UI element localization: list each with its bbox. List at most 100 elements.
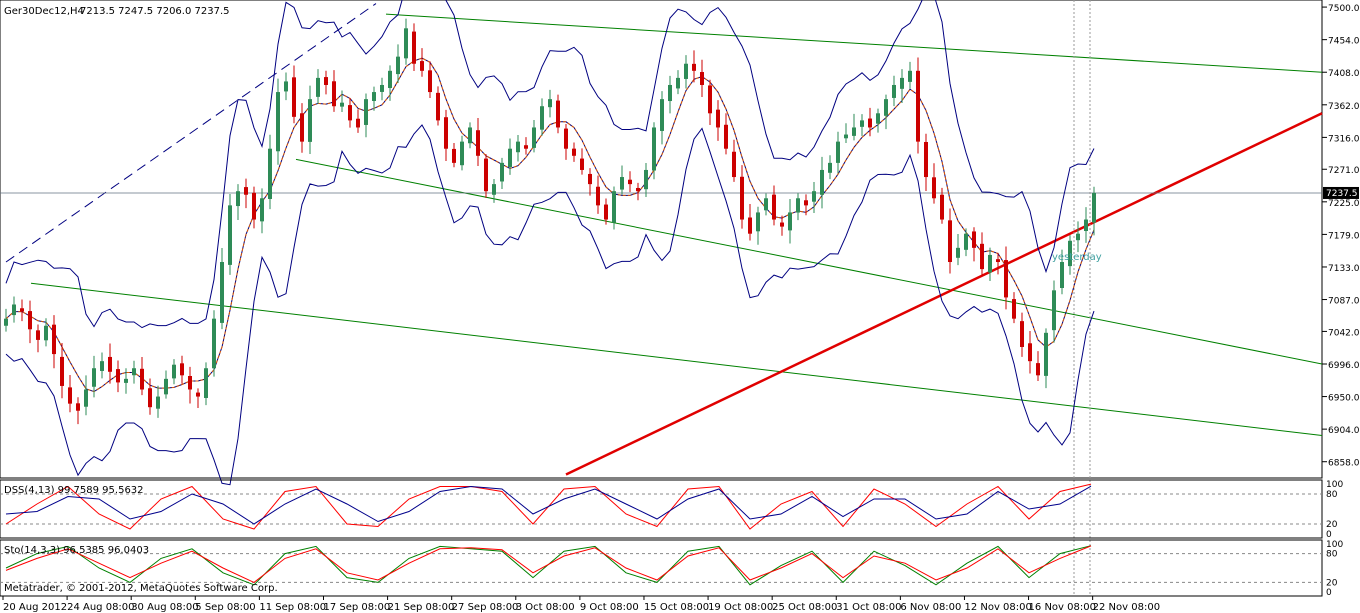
candle-body (964, 233, 968, 250)
osc-tick-label: 100 (1326, 480, 1343, 490)
dss-lines (5, 483, 1092, 530)
green-trendline-lower (30, 282, 1323, 437)
candle-body (140, 368, 144, 390)
candle-body (924, 141, 928, 178)
candle-body (252, 192, 256, 220)
candle-body (132, 368, 136, 376)
price-tick-label: 6950.0 (1328, 394, 1360, 404)
stochastic-levels (0, 553, 1322, 583)
price-tick-label: 7271.0 (1328, 166, 1360, 176)
candle-body (60, 356, 64, 386)
candle-body (820, 169, 824, 195)
time-tick-label: 9 Oct 08:00 (580, 602, 639, 613)
candle-body (452, 148, 456, 163)
osc-tick-label: 0 (1326, 530, 1332, 540)
candle-body (404, 28, 408, 59)
candle-body (780, 222, 784, 227)
candle-body (716, 109, 720, 128)
candle-body (644, 169, 648, 190)
candle-body (860, 120, 864, 127)
copyright-text: Metatrader, © 2001-2012, MetaQuotes Soft… (4, 583, 278, 594)
bollinger-bands (5, 0, 1095, 486)
candle-body (196, 392, 200, 397)
candle-body (788, 212, 792, 231)
candle-body (948, 220, 952, 263)
candle-body (956, 247, 960, 258)
candle-body (1020, 321, 1024, 347)
candle-body (1028, 343, 1032, 362)
quote-label: 7213.5 7247.5 7206.0 7237.5 (80, 6, 230, 17)
current-price-label: 7237.5 (1326, 189, 1358, 199)
time-tick-label: 20 Aug 2012 (3, 602, 67, 613)
candle-body (828, 162, 832, 173)
time-tick-label: 24 Aug 08:00 (67, 602, 134, 613)
candle-body (1012, 299, 1016, 319)
green-trendline-upper (385, 13, 1323, 73)
candle-body (676, 77, 680, 89)
trend-lines (0, 0, 1323, 596)
candle-body (268, 148, 272, 199)
candle-body (668, 84, 672, 102)
price-tick-label: 7500.0 (1328, 4, 1360, 14)
candle-body (1052, 290, 1056, 331)
time-tick-label: 25 Oct 08:00 (772, 602, 837, 613)
time-tick-label: 3 Oct 08:00 (516, 602, 575, 613)
candle-body (372, 92, 376, 101)
candle-body (524, 145, 528, 149)
candles (4, 18, 1096, 425)
osc-tick-label: 0 (1326, 588, 1332, 598)
candle-body (564, 128, 568, 149)
candle-body (692, 63, 696, 71)
candle-body (108, 356, 112, 372)
current-price-marker: 7237.5 (1323, 186, 1359, 199)
candle-body (916, 70, 920, 142)
candle-body (580, 158, 584, 170)
price-tick-label: 7087.0 (1328, 297, 1360, 307)
candle-body (796, 198, 800, 213)
candle-body (428, 70, 432, 93)
time-tick-label: 27 Sep 08:00 (452, 602, 519, 613)
time-tick-label: 15 Oct 08:00 (644, 602, 709, 613)
time-tick-label: 19 Oct 08:00 (708, 602, 773, 613)
stochastic-lines (5, 545, 1092, 586)
candle-body (748, 217, 752, 234)
candle-body (212, 318, 216, 369)
candle-body (204, 368, 208, 399)
candle-body (236, 191, 240, 207)
candle-body (588, 173, 592, 185)
candle-body (892, 84, 896, 98)
time-tick-label: 11 Sep 08:00 (259, 602, 326, 613)
red-trendline (565, 112, 1323, 476)
candle-body (324, 77, 328, 85)
candle-body (1044, 332, 1048, 376)
candle-body (708, 85, 712, 114)
candle-body (764, 198, 768, 211)
candle-body (52, 324, 56, 355)
candle-body (980, 243, 984, 270)
price-tick-label: 7362.0 (1328, 102, 1360, 112)
candle-body (468, 127, 472, 144)
bollinger-upper (5, 0, 1095, 329)
stochastic-panel: Sto(14,3,3) 96.5385 96.0403 Metatrader, … (0, 539, 1343, 598)
candle-body (332, 81, 336, 107)
price-tick-label: 7316.0 (1328, 134, 1360, 144)
candle-body (612, 191, 616, 223)
candle-body (476, 130, 480, 156)
yesterday-annotation: yesterday (1052, 252, 1102, 263)
candle-body (1004, 260, 1008, 298)
candle-body (300, 113, 304, 142)
candle-body (492, 184, 496, 195)
candle-body (4, 318, 8, 326)
dss-title: DSS(4,13) 99.7589 95.5632 (4, 485, 144, 496)
price-tick-label: 6858.0 (1328, 459, 1360, 469)
symbol-label: Ger30Dec12,H4 (4, 6, 84, 17)
time-tick-label: 5 Sep 08:00 (195, 602, 255, 613)
time-tick-label: 12 Nov 08:00 (964, 602, 1031, 613)
candle-body (172, 364, 176, 379)
candle-body (604, 204, 608, 220)
stochastic-frame (0, 539, 1323, 597)
